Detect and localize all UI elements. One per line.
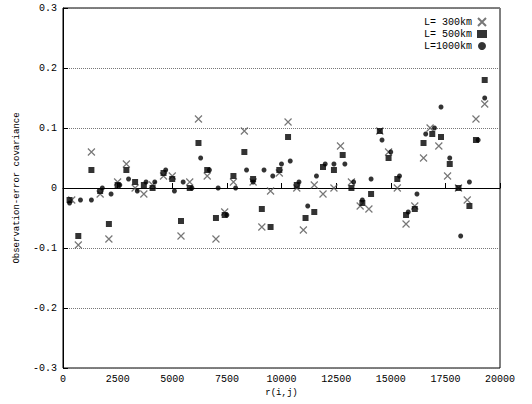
svg-text:L= 300km: L= 300km <box>424 17 472 28</box>
svg-text:-0.3: -0.3 <box>33 363 57 374</box>
svg-text:17500: 17500 <box>430 374 460 385</box>
svg-text:0.3: 0.3 <box>39 3 57 14</box>
svg-text:L= 500km: L= 500km <box>424 29 472 40</box>
svg-text:0: 0 <box>60 374 66 385</box>
svg-text:0.1: 0.1 <box>39 123 57 134</box>
svg-text:7500: 7500 <box>215 374 239 385</box>
svg-text:12500: 12500 <box>321 374 351 385</box>
svg-text:0.2: 0.2 <box>39 63 57 74</box>
svg-text:0: 0 <box>51 183 57 194</box>
svg-text:5000: 5000 <box>160 374 184 385</box>
svg-text:-0.2: -0.2 <box>33 303 57 314</box>
svg-text:15000: 15000 <box>376 374 406 385</box>
svg-text:10000: 10000 <box>266 374 296 385</box>
svg-text:r(i,j): r(i,j) <box>265 388 297 398</box>
svg-text:2500: 2500 <box>106 374 130 385</box>
svg-text:L=1000km: L=1000km <box>424 41 472 52</box>
svg-text:-0.1: -0.1 <box>33 243 57 254</box>
svg-text:Observation-error covariance: Observation-error covariance <box>12 112 22 263</box>
svg-text:20000: 20000 <box>485 374 515 385</box>
